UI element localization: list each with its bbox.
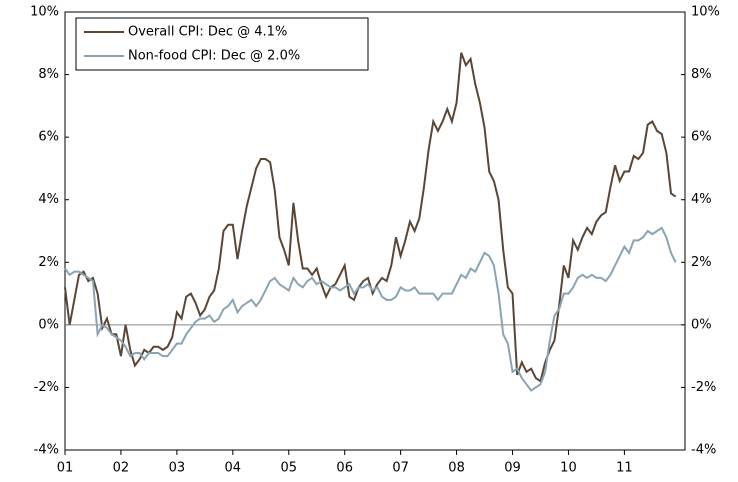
y2-tick-label: 4% <box>691 192 712 207</box>
y2-tick-label: 10% <box>691 5 720 20</box>
y-tick-label: 6% <box>38 130 59 145</box>
y2-tick-label: -4% <box>691 443 716 458</box>
y-tick-label: 8% <box>38 67 59 82</box>
y2-tick-label: 2% <box>691 255 712 270</box>
y-tick-label: 0% <box>38 317 59 332</box>
y2-tick-label: 6% <box>691 130 712 145</box>
series-line <box>64 226 677 392</box>
x-tick-label: 06 <box>336 461 353 476</box>
legend-label: Non-food CPI: Dec @ 2.0% <box>128 49 300 64</box>
plot-frame <box>64 11 686 451</box>
x-tick-label: 04 <box>225 461 242 476</box>
y2-tick-label: -2% <box>691 380 716 395</box>
x-tick-label: 01 <box>57 461 74 476</box>
y2-tick-label: 8% <box>691 67 712 82</box>
x-tick-label: 05 <box>280 461 297 476</box>
x-tick-label: 10 <box>560 461 577 476</box>
x-tick-label: 03 <box>169 461 186 476</box>
y-tick-label: 4% <box>38 192 59 207</box>
legend-box <box>75 17 369 71</box>
y-tick-label: -2% <box>34 380 59 395</box>
y-tick-label: 2% <box>38 255 59 270</box>
legend-label: Overall CPI: Dec @ 4.1% <box>128 25 287 40</box>
x-tick-label: 02 <box>113 461 130 476</box>
y-tick-label: -4% <box>34 443 59 458</box>
x-tick-label: 07 <box>392 461 409 476</box>
x-tick-label: 09 <box>504 461 521 476</box>
y2-tick-label: 0% <box>691 317 712 332</box>
x-tick-label: 08 <box>448 461 465 476</box>
y-tick-label: 10% <box>30 5 59 20</box>
x-tick-label: 11 <box>616 461 633 476</box>
series-line <box>64 52 677 383</box>
